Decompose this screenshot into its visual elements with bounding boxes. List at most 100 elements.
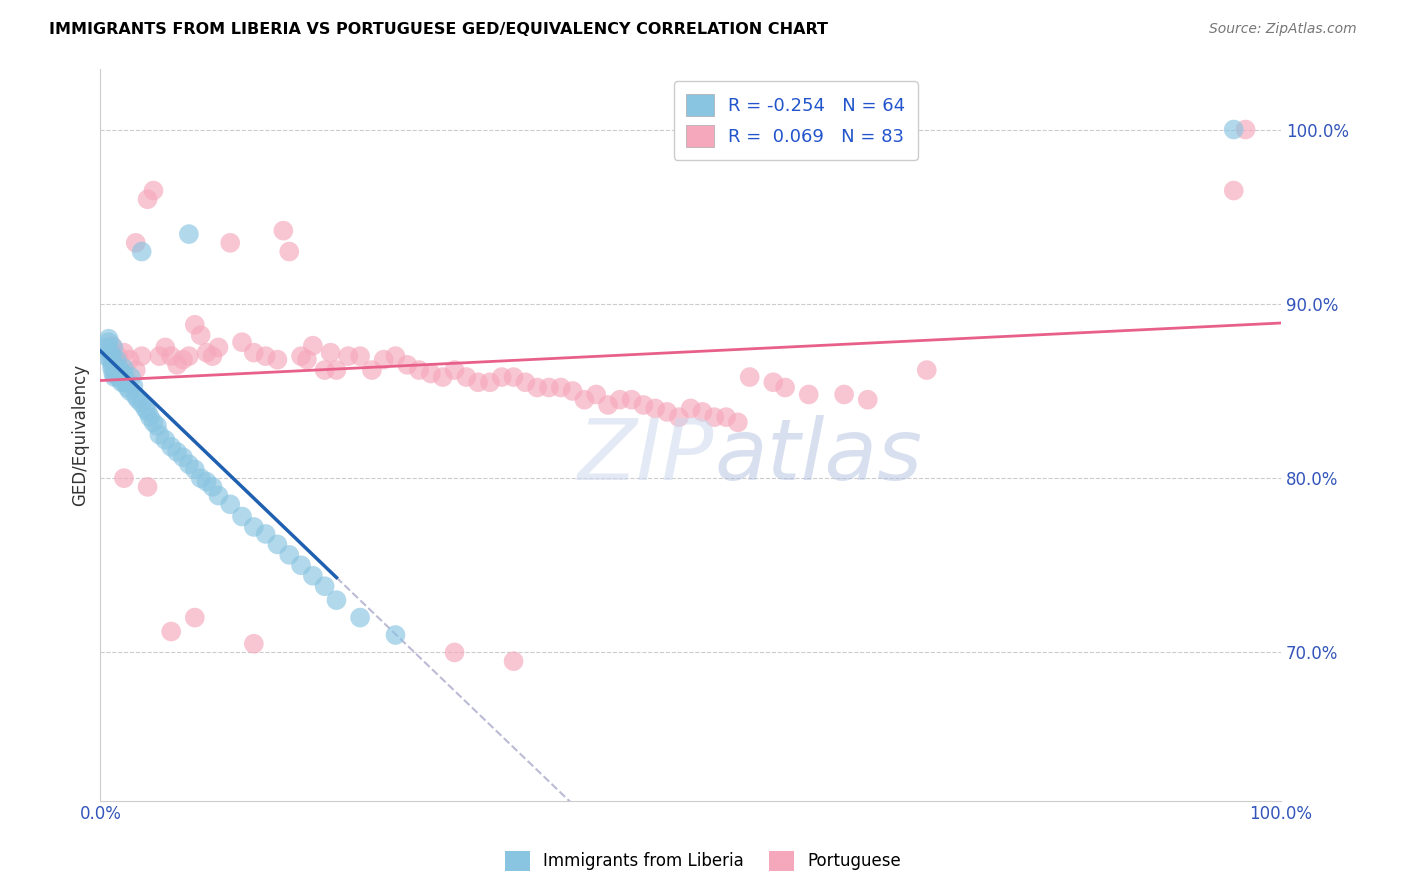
Point xyxy=(125,363,148,377)
Point xyxy=(107,363,129,377)
Point xyxy=(207,340,229,354)
Point xyxy=(273,224,295,238)
Point xyxy=(118,384,141,398)
Point xyxy=(184,318,207,332)
Point xyxy=(136,192,159,206)
Point xyxy=(112,361,135,376)
Point xyxy=(703,410,725,425)
Point xyxy=(103,370,125,384)
Point xyxy=(266,537,288,551)
Point xyxy=(184,610,207,624)
Point xyxy=(443,363,465,377)
Point xyxy=(491,370,513,384)
Point xyxy=(773,380,796,394)
Point xyxy=(97,335,120,350)
Point xyxy=(349,349,371,363)
Point xyxy=(122,378,145,392)
Point xyxy=(103,367,125,381)
Point xyxy=(278,244,301,259)
Point xyxy=(172,352,194,367)
Point xyxy=(585,387,607,401)
Point xyxy=(278,548,301,562)
Point xyxy=(537,380,560,394)
Point xyxy=(302,568,325,582)
Point xyxy=(254,349,277,363)
Point xyxy=(574,392,596,407)
Point xyxy=(110,370,132,384)
Point xyxy=(302,339,325,353)
Point xyxy=(201,480,224,494)
Point xyxy=(325,593,347,607)
Point xyxy=(633,398,655,412)
Point xyxy=(190,328,212,343)
Point xyxy=(115,376,138,390)
Point xyxy=(314,363,336,377)
Point xyxy=(243,345,266,359)
Point xyxy=(515,376,537,390)
Point xyxy=(644,401,666,416)
Point xyxy=(502,654,524,668)
Point xyxy=(184,462,207,476)
Point xyxy=(290,349,312,363)
Point xyxy=(314,579,336,593)
Point xyxy=(107,370,129,384)
Point xyxy=(832,387,855,401)
Text: ZIP: ZIP xyxy=(578,415,714,498)
Point xyxy=(596,398,619,412)
Point xyxy=(502,370,524,384)
Point xyxy=(478,376,501,390)
Point xyxy=(155,433,177,447)
Point xyxy=(231,509,253,524)
Point xyxy=(609,392,631,407)
Point xyxy=(110,363,132,377)
Point xyxy=(467,376,489,390)
Point xyxy=(727,416,749,430)
Legend: Immigrants from Liberia, Portuguese: Immigrants from Liberia, Portuguese xyxy=(496,842,910,880)
Y-axis label: GED/Equivalency: GED/Equivalency xyxy=(72,364,89,506)
Point xyxy=(155,340,177,354)
Point xyxy=(125,235,148,250)
Point xyxy=(219,235,242,250)
Point xyxy=(243,637,266,651)
Point xyxy=(142,416,165,430)
Point xyxy=(96,349,118,363)
Point xyxy=(100,352,122,367)
Point xyxy=(1234,122,1257,136)
Point xyxy=(620,392,643,407)
Point xyxy=(112,471,135,485)
Point xyxy=(131,244,153,259)
Point xyxy=(856,392,879,407)
Point xyxy=(136,405,159,419)
Point xyxy=(146,418,169,433)
Point xyxy=(396,358,419,372)
Point xyxy=(120,370,142,384)
Point xyxy=(266,352,288,367)
Point xyxy=(561,384,583,398)
Point xyxy=(714,410,737,425)
Point xyxy=(419,367,441,381)
Point xyxy=(177,349,200,363)
Point xyxy=(177,457,200,471)
Point xyxy=(231,335,253,350)
Point xyxy=(148,349,170,363)
Point xyxy=(762,376,785,390)
Point xyxy=(679,401,702,416)
Point xyxy=(142,184,165,198)
Point xyxy=(290,558,312,573)
Point xyxy=(101,361,124,376)
Point xyxy=(1222,184,1244,198)
Point xyxy=(112,345,135,359)
Point xyxy=(384,628,406,642)
Point xyxy=(254,527,277,541)
Point xyxy=(172,450,194,465)
Point xyxy=(160,440,183,454)
Point xyxy=(384,349,406,363)
Point xyxy=(96,340,118,354)
Point xyxy=(103,340,125,354)
Text: atlas: atlas xyxy=(714,415,922,498)
Point xyxy=(134,401,156,416)
Point xyxy=(166,445,188,459)
Point xyxy=(243,520,266,534)
Point xyxy=(295,352,318,367)
Point xyxy=(114,370,136,384)
